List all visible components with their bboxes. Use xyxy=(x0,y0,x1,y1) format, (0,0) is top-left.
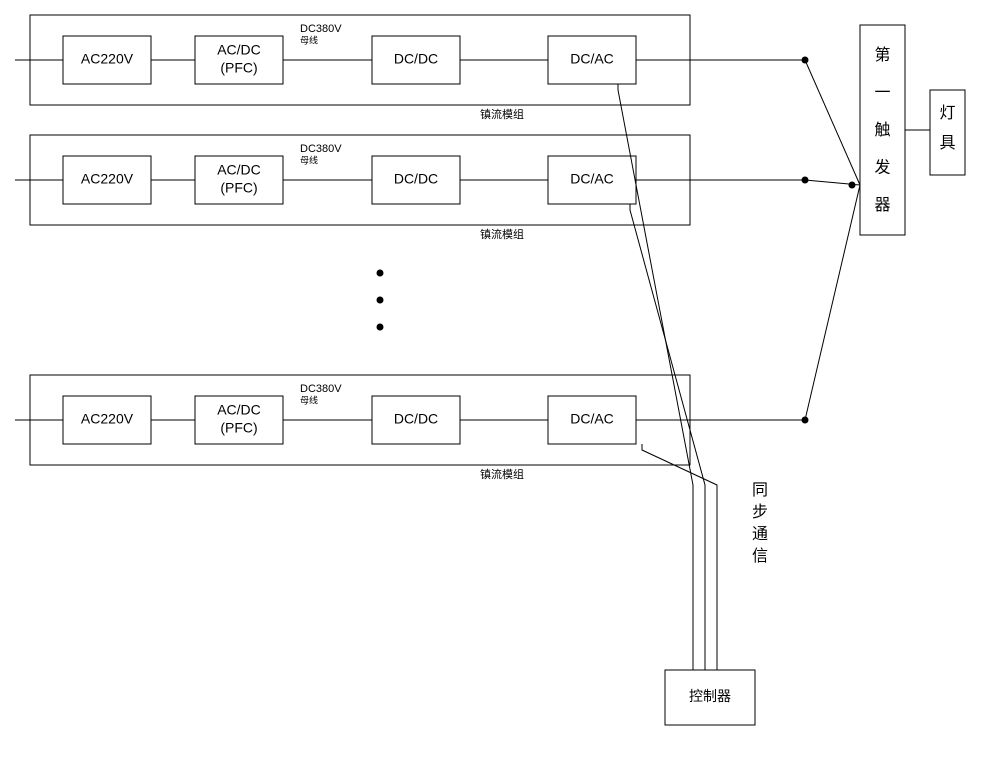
acdc-label1-0: AC/DC xyxy=(217,42,261,58)
dcdc-label-2: DC/DC xyxy=(394,411,438,427)
dc380v-label-0: DC380V xyxy=(300,23,342,35)
sync-char-1: 步 xyxy=(752,503,768,521)
sync-char-0: 同 xyxy=(752,482,768,499)
dc380v-label-2: DC380V xyxy=(300,383,342,395)
acdc-label1-2: AC/DC xyxy=(217,402,261,418)
trigger-char-2: 触 xyxy=(874,121,890,139)
ac220v-label-0: AC220V xyxy=(81,51,134,67)
ellipsis-dot-0 xyxy=(377,270,384,277)
controller-label: 控制器 xyxy=(689,688,731,704)
sync-wire-2 xyxy=(642,444,717,670)
acdc-label1-1: AC/DC xyxy=(217,162,261,178)
module-caption-0: 镇流模组 xyxy=(480,107,524,121)
trigger-char-4: 器 xyxy=(874,196,890,214)
converge-wire-2 xyxy=(805,185,860,420)
dc380v-bus-label-1: 母线 xyxy=(300,154,318,165)
acdc-label2-0: (PFC) xyxy=(220,60,257,76)
ac220v-label-2: AC220V xyxy=(81,411,134,427)
sync-char-2: 通 xyxy=(752,525,768,543)
lamp-char-1: 具 xyxy=(939,135,955,152)
ellipsis-dot-1 xyxy=(377,297,384,304)
ellipsis-dot-2 xyxy=(377,324,384,331)
trigger-char-1: 一 xyxy=(874,85,890,102)
trigger-char-0: 第 xyxy=(874,46,890,64)
dc380v-label-1: DC380V xyxy=(300,143,342,155)
dcac-label-1: DC/AC xyxy=(570,171,614,187)
dcdc-label-0: DC/DC xyxy=(394,51,438,67)
dc380v-bus-label-0: 母线 xyxy=(300,34,318,45)
dcac-label-2: DC/AC xyxy=(570,411,614,427)
converge-node xyxy=(849,182,856,189)
acdc-label2-1: (PFC) xyxy=(220,180,257,196)
trigger-char-3: 发 xyxy=(874,159,890,177)
dcac-label-0: DC/AC xyxy=(570,51,614,67)
module-caption-2: 镇流模组 xyxy=(480,467,524,481)
converge-wire-0 xyxy=(805,60,860,185)
acdc-label2-2: (PFC) xyxy=(220,420,257,436)
sync-char-3: 信 xyxy=(752,547,768,565)
ac220v-label-1: AC220V xyxy=(81,171,134,187)
dcdc-label-1: DC/DC xyxy=(394,171,438,187)
dc380v-bus-label-2: 母线 xyxy=(300,394,318,405)
lamp-char-0: 灯 xyxy=(939,104,955,122)
module-caption-1: 镇流模组 xyxy=(480,227,524,241)
lamp-box xyxy=(930,90,965,175)
